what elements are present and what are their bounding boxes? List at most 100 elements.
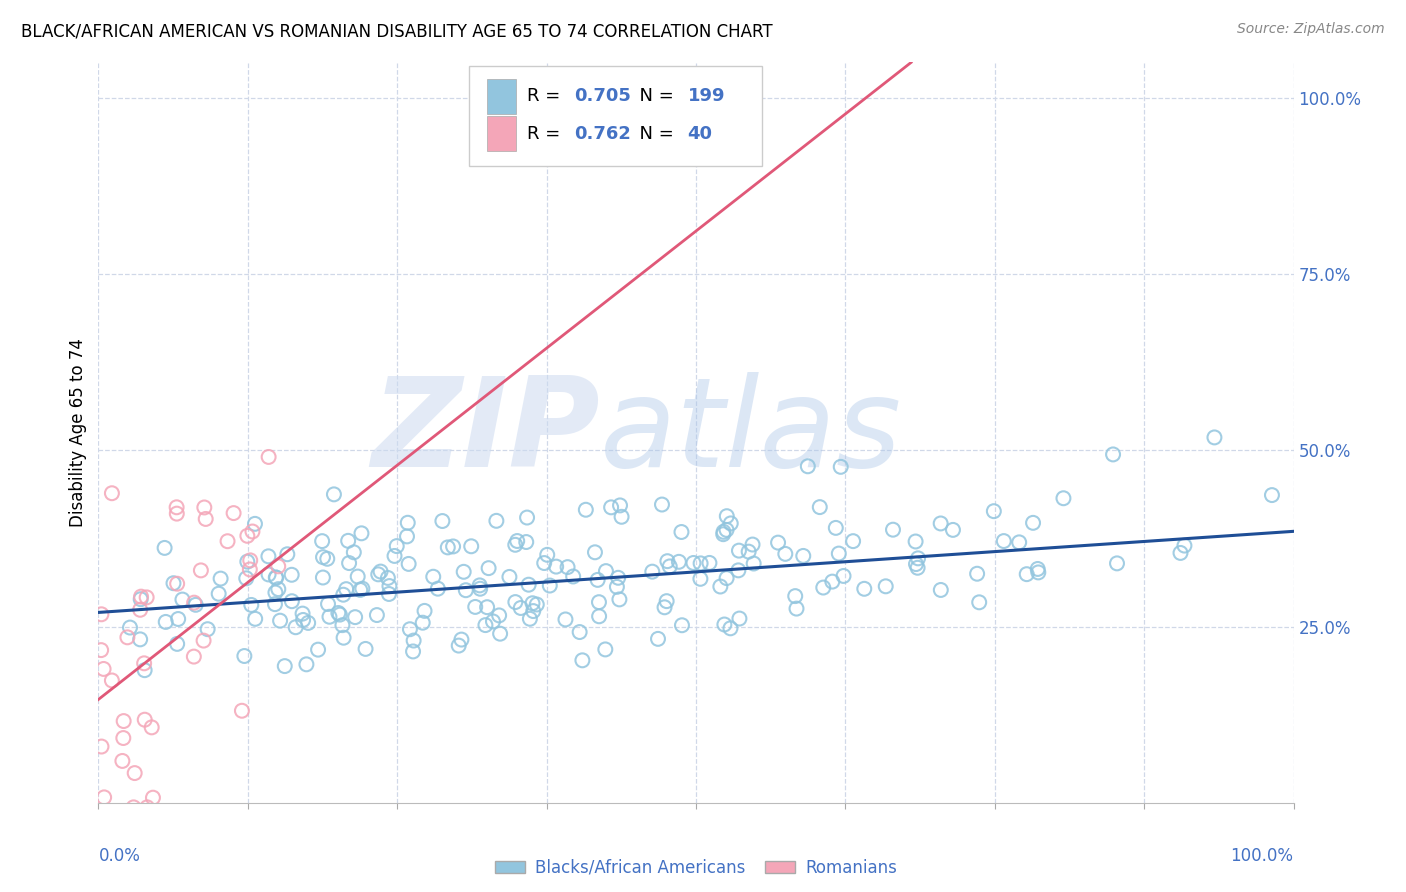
Point	[245, 612, 267, 626]
Point	[728, 543, 751, 558]
Point	[193, 633, 215, 648]
Point	[1204, 430, 1226, 444]
Point	[454, 583, 477, 598]
Point	[651, 498, 673, 512]
Point	[1026, 562, 1049, 576]
Point	[384, 549, 406, 563]
Point	[588, 595, 610, 609]
Point	[335, 582, 357, 596]
Point	[682, 556, 704, 570]
Point	[821, 574, 844, 589]
Point	[377, 571, 399, 585]
Point	[797, 459, 820, 474]
Point	[264, 570, 287, 584]
Point	[367, 567, 389, 582]
Point	[478, 561, 501, 575]
Point	[311, 534, 333, 549]
Point	[129, 592, 152, 607]
Point	[426, 582, 449, 596]
Point	[595, 642, 617, 657]
Point	[350, 526, 373, 541]
Point	[235, 571, 257, 585]
Text: BLACK/AFRICAN AMERICAN VS ROMANIAN DISABILITY AGE 65 TO 74 CORRELATION CHART: BLACK/AFRICAN AMERICAN VS ROMANIAN DISAB…	[21, 22, 773, 40]
Point	[503, 538, 526, 552]
Point	[720, 516, 742, 531]
Point	[882, 523, 904, 537]
Point	[190, 563, 212, 577]
Point	[155, 615, 177, 629]
FancyBboxPatch shape	[486, 116, 516, 152]
Point	[557, 560, 579, 574]
Point	[240, 598, 263, 612]
Point	[517, 577, 540, 591]
Point	[536, 548, 558, 562]
Point	[239, 562, 262, 576]
Point	[281, 594, 304, 608]
Point	[378, 579, 401, 593]
Point	[967, 595, 990, 609]
Point	[716, 509, 738, 524]
Text: 0.762: 0.762	[574, 125, 631, 143]
Point	[450, 632, 472, 647]
Point	[526, 598, 548, 612]
Point	[533, 556, 555, 570]
Point	[402, 633, 425, 648]
Text: R =: R =	[527, 125, 567, 143]
Point	[236, 555, 259, 569]
Point	[441, 540, 464, 554]
Point	[741, 537, 763, 551]
Point	[538, 578, 561, 592]
Point	[354, 641, 377, 656]
Point	[316, 551, 339, 566]
Point	[516, 510, 538, 524]
Point	[583, 545, 606, 559]
Point	[505, 595, 527, 609]
Point	[292, 613, 315, 627]
Point	[929, 516, 952, 531]
Point	[93, 662, 115, 676]
Point	[647, 632, 669, 646]
Point	[515, 535, 537, 549]
Point	[813, 581, 835, 595]
Point	[671, 524, 693, 539]
Point	[166, 507, 188, 521]
Point	[506, 534, 529, 549]
Point	[264, 571, 287, 585]
Point	[194, 512, 217, 526]
Point	[264, 597, 287, 611]
Text: 100.0%: 100.0%	[1230, 847, 1294, 865]
Point	[231, 704, 253, 718]
Text: N =: N =	[628, 87, 679, 105]
Point	[713, 617, 735, 632]
Point	[713, 524, 735, 539]
Text: 0.0%: 0.0%	[98, 847, 141, 865]
Point	[267, 559, 290, 574]
Point	[610, 509, 633, 524]
Text: N =: N =	[628, 125, 679, 143]
FancyBboxPatch shape	[470, 66, 762, 166]
Point	[129, 603, 152, 617]
Point	[470, 582, 492, 596]
Point	[716, 571, 738, 585]
Point	[554, 612, 576, 626]
Point	[344, 610, 367, 624]
Point	[328, 606, 350, 620]
Point	[641, 565, 664, 579]
Point	[117, 630, 139, 644]
Point	[522, 604, 544, 618]
Point	[264, 585, 287, 599]
Point	[184, 598, 207, 612]
Point	[332, 618, 354, 632]
Point	[824, 521, 846, 535]
Point	[217, 534, 239, 549]
Point	[775, 547, 797, 561]
Point	[243, 516, 266, 531]
Point	[1261, 488, 1284, 502]
Point	[828, 547, 851, 561]
Point	[233, 648, 256, 663]
Point	[208, 587, 231, 601]
Point	[785, 589, 807, 603]
Point	[323, 487, 346, 501]
Point	[209, 572, 232, 586]
Point	[166, 637, 188, 651]
